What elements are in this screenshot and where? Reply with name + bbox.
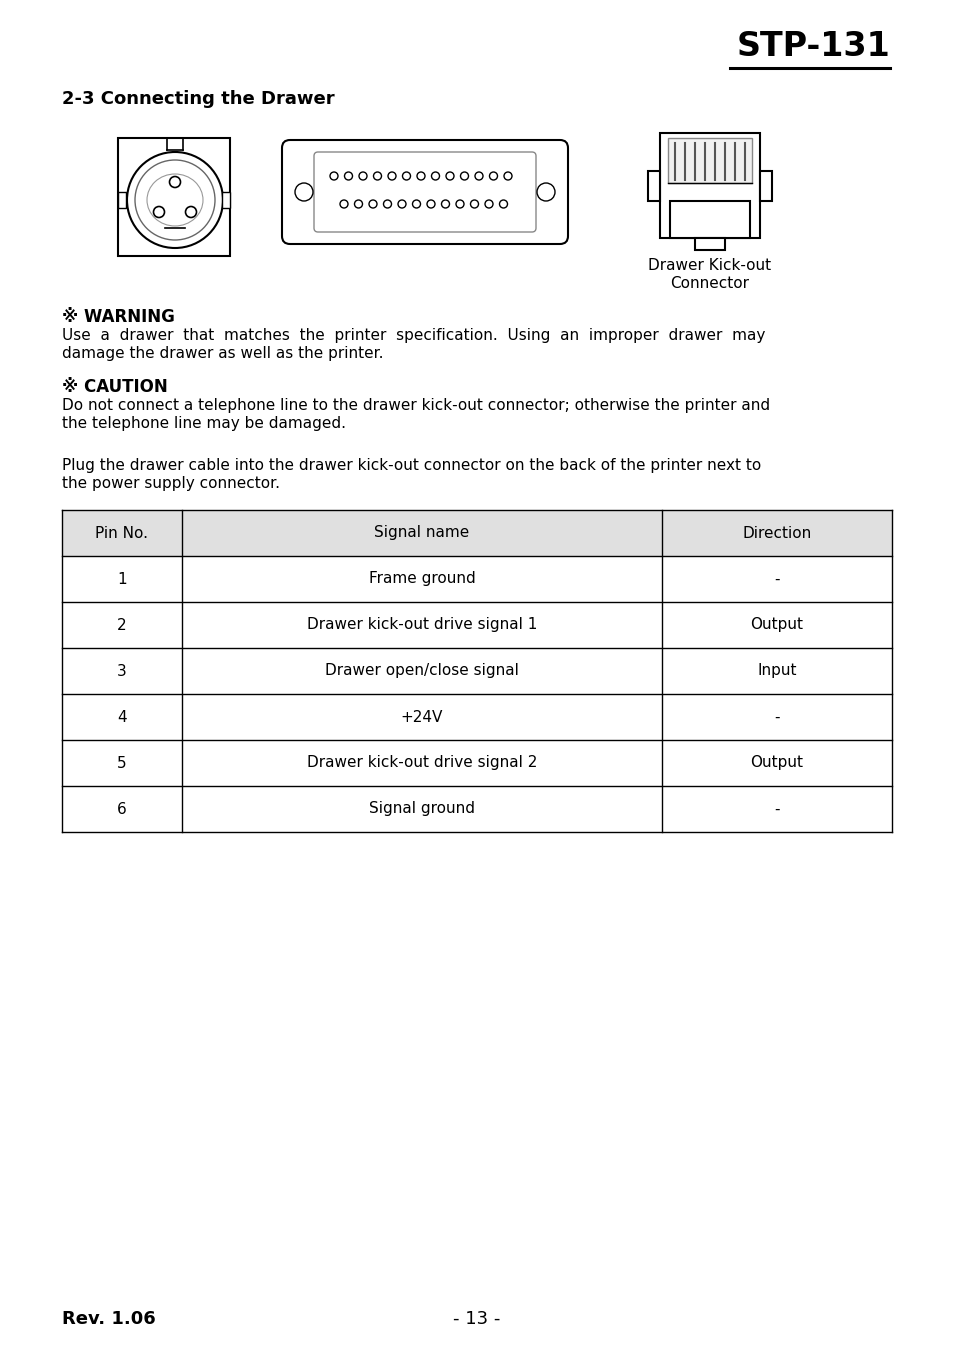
Bar bbox=[667, 138, 751, 184]
Text: Drawer Kick-out: Drawer Kick-out bbox=[648, 258, 771, 273]
Text: 4: 4 bbox=[117, 710, 127, 725]
Circle shape bbox=[344, 171, 352, 180]
Text: -: - bbox=[774, 571, 779, 586]
FancyBboxPatch shape bbox=[314, 153, 536, 232]
Circle shape bbox=[470, 200, 478, 208]
Text: Signal ground: Signal ground bbox=[369, 802, 475, 817]
Circle shape bbox=[339, 200, 348, 208]
Circle shape bbox=[135, 161, 214, 240]
Text: Frame ground: Frame ground bbox=[368, 571, 475, 586]
Ellipse shape bbox=[147, 174, 203, 225]
Text: 2: 2 bbox=[117, 617, 127, 633]
Circle shape bbox=[456, 200, 463, 208]
Text: Output: Output bbox=[750, 617, 802, 633]
Text: -: - bbox=[774, 710, 779, 725]
Text: Pin No.: Pin No. bbox=[95, 525, 149, 540]
Circle shape bbox=[537, 184, 555, 201]
Text: -: - bbox=[774, 802, 779, 817]
Text: 2-3 Connecting the Drawer: 2-3 Connecting the Drawer bbox=[62, 90, 335, 108]
Circle shape bbox=[153, 207, 164, 217]
Circle shape bbox=[412, 200, 420, 208]
Text: STP-131: STP-131 bbox=[736, 30, 889, 63]
Text: Drawer open/close signal: Drawer open/close signal bbox=[325, 663, 518, 679]
Text: Use  a  drawer  that  matches  the  printer  specification.  Using  an  improper: Use a drawer that matches the printer sp… bbox=[62, 328, 764, 343]
Bar bbox=[659, 134, 760, 238]
Text: the telephone line may be damaged.: the telephone line may be damaged. bbox=[62, 416, 346, 431]
Text: Do not connect a telephone line to the drawer kick-out connector; otherwise the : Do not connect a telephone line to the d… bbox=[62, 398, 769, 413]
Circle shape bbox=[374, 171, 381, 180]
Circle shape bbox=[427, 200, 435, 208]
Text: Drawer kick-out drive signal 2: Drawer kick-out drive signal 2 bbox=[307, 756, 537, 771]
Circle shape bbox=[460, 171, 468, 180]
Bar bbox=[118, 192, 126, 208]
Text: 1: 1 bbox=[117, 571, 127, 586]
Circle shape bbox=[358, 171, 367, 180]
Text: +24V: +24V bbox=[400, 710, 443, 725]
Circle shape bbox=[355, 200, 362, 208]
Circle shape bbox=[397, 200, 406, 208]
Text: Connector: Connector bbox=[670, 275, 749, 292]
Circle shape bbox=[499, 200, 507, 208]
Circle shape bbox=[383, 200, 391, 208]
Circle shape bbox=[388, 171, 395, 180]
Bar bbox=[647, 171, 659, 201]
Text: damage the drawer as well as the printer.: damage the drawer as well as the printer… bbox=[62, 346, 383, 360]
Circle shape bbox=[446, 171, 454, 180]
Circle shape bbox=[416, 171, 424, 180]
Circle shape bbox=[441, 200, 449, 208]
Text: 3: 3 bbox=[117, 663, 127, 679]
Circle shape bbox=[431, 171, 439, 180]
Circle shape bbox=[170, 177, 180, 188]
Text: Output: Output bbox=[750, 756, 802, 771]
Text: ※ WARNING: ※ WARNING bbox=[62, 308, 174, 325]
Text: Plug the drawer cable into the drawer kick-out connector on the back of the prin: Plug the drawer cable into the drawer ki… bbox=[62, 458, 760, 472]
Text: - 13 -: - 13 - bbox=[453, 1310, 500, 1328]
Bar bbox=[222, 192, 230, 208]
Bar bbox=[760, 171, 771, 201]
Bar bbox=[669, 201, 749, 238]
Circle shape bbox=[484, 200, 493, 208]
Circle shape bbox=[402, 171, 410, 180]
Circle shape bbox=[475, 171, 482, 180]
Text: 5: 5 bbox=[117, 756, 127, 771]
Text: Signal name: Signal name bbox=[374, 525, 469, 540]
Text: ※ CAUTION: ※ CAUTION bbox=[62, 378, 168, 396]
Text: Rev. 1.06: Rev. 1.06 bbox=[62, 1310, 155, 1328]
Circle shape bbox=[503, 171, 512, 180]
Text: Input: Input bbox=[757, 663, 796, 679]
Bar bbox=[695, 238, 724, 250]
Circle shape bbox=[489, 171, 497, 180]
Text: 6: 6 bbox=[117, 802, 127, 817]
Text: the power supply connector.: the power supply connector. bbox=[62, 477, 280, 491]
Circle shape bbox=[127, 153, 223, 248]
Bar bbox=[62, 510, 891, 556]
FancyBboxPatch shape bbox=[282, 140, 567, 244]
Circle shape bbox=[330, 171, 337, 180]
Text: Drawer kick-out drive signal 1: Drawer kick-out drive signal 1 bbox=[307, 617, 537, 633]
Text: Direction: Direction bbox=[741, 525, 811, 540]
Circle shape bbox=[369, 200, 376, 208]
Circle shape bbox=[294, 184, 313, 201]
Bar bbox=[118, 138, 230, 256]
Circle shape bbox=[185, 207, 196, 217]
